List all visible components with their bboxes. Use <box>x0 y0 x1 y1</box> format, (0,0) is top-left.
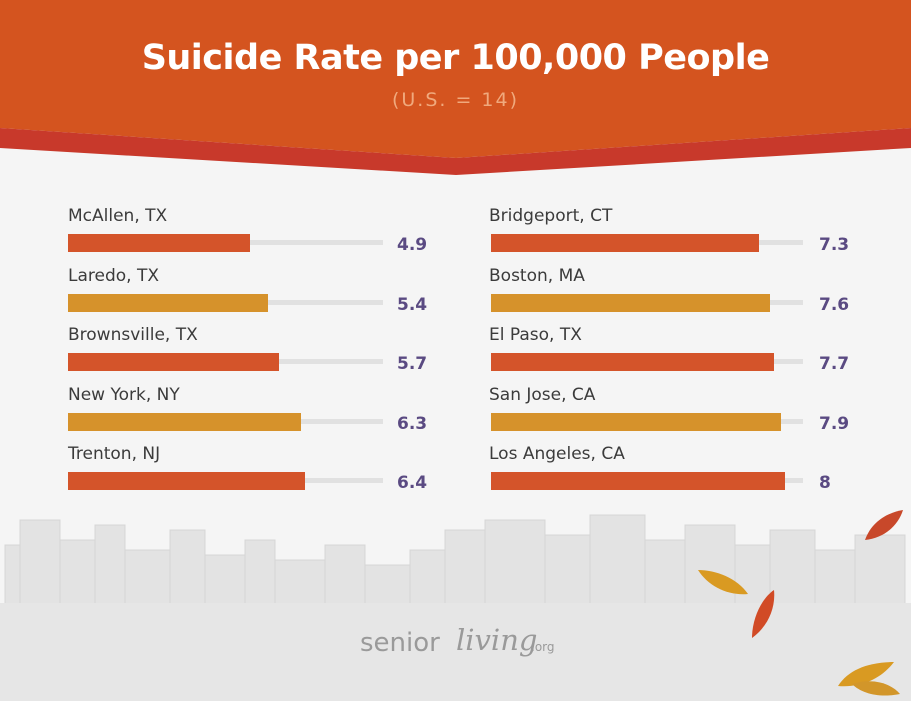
city-label: El Paso, TX <box>489 325 582 345</box>
city-label: Bridgeport, CT <box>489 206 613 226</box>
bar <box>491 353 774 371</box>
value-label: 7.3 <box>819 235 850 255</box>
city-label: New York, NY <box>68 384 180 405</box>
bar <box>491 412 781 431</box>
value-label: 5.4 <box>397 294 428 315</box>
city-label: San Jose, CA <box>489 384 596 405</box>
bar <box>491 472 785 490</box>
bar <box>68 412 301 431</box>
bar <box>68 353 279 371</box>
city-label: Laredo, TX <box>68 265 159 286</box>
city-label: McAllen, TX <box>68 206 168 226</box>
logo-script-text: living <box>456 623 538 657</box>
city-label: Boston, MA <box>489 265 585 286</box>
value-label: 5.7 <box>397 354 428 374</box>
bar <box>68 472 305 490</box>
value-label: 7.9 <box>819 413 850 434</box>
city-label: Brownsville, TX <box>68 325 198 345</box>
logo-main-text: senior <box>360 628 440 658</box>
bar <box>68 293 268 312</box>
chart-subtitle: (U.S. = 14) <box>391 89 520 111</box>
header-background <box>0 0 911 158</box>
city-label: Los Angeles, CA <box>489 444 625 464</box>
value-label: 7.7 <box>819 354 850 374</box>
bar <box>68 234 250 252</box>
city-label: Trenton, NJ <box>68 444 161 464</box>
value-label: 8 <box>819 473 831 493</box>
city-skyline-illustration <box>4 514 906 605</box>
value-label: 4.9 <box>397 235 428 255</box>
value-label: 6.3 <box>397 413 428 434</box>
header-stripe <box>0 128 911 175</box>
chart-title: Suicide Rate per 100,000 People <box>141 38 770 78</box>
value-label: 6.4 <box>397 473 428 493</box>
bar <box>491 234 759 252</box>
bar <box>491 293 770 312</box>
value-label: 7.6 <box>819 294 850 315</box>
header-banner <box>0 0 911 175</box>
logo-suffix-text: .org <box>531 640 555 654</box>
